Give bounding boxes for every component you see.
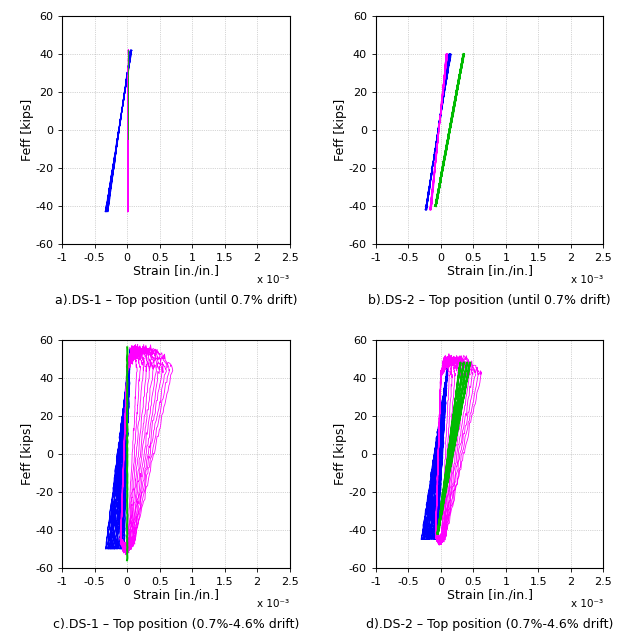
Y-axis label: Feff [kips]: Feff [kips] (21, 422, 34, 485)
X-axis label: Strain [in./in.]: Strain [in./in.] (133, 264, 219, 278)
Text: b).DS-2 – Top position (until 0.7% drift): b).DS-2 – Top position (until 0.7% drift… (368, 294, 611, 307)
Text: a).DS-1 – Top position (until 0.7% drift): a).DS-1 – Top position (until 0.7% drift… (55, 294, 297, 307)
Text: x 10⁻³: x 10⁻³ (571, 598, 603, 609)
Y-axis label: Feff [kips]: Feff [kips] (335, 422, 348, 485)
Text: x 10⁻³: x 10⁻³ (258, 275, 290, 285)
X-axis label: Strain [in./in.]: Strain [in./in.] (447, 588, 532, 601)
Text: c).DS-1 – Top position (0.7%-4.6% drift): c).DS-1 – Top position (0.7%-4.6% drift) (53, 618, 299, 631)
X-axis label: Strain [in./in.]: Strain [in./in.] (133, 588, 219, 601)
X-axis label: Strain [in./in.]: Strain [in./in.] (447, 264, 532, 278)
Text: d).DS-2 – Top position (0.7%-4.6% drift): d).DS-2 – Top position (0.7%-4.6% drift) (366, 618, 613, 631)
Y-axis label: Feff [kips]: Feff [kips] (335, 99, 348, 161)
Text: x 10⁻³: x 10⁻³ (571, 275, 603, 285)
Text: x 10⁻³: x 10⁻³ (258, 598, 290, 609)
Y-axis label: Feff [kips]: Feff [kips] (21, 99, 34, 161)
